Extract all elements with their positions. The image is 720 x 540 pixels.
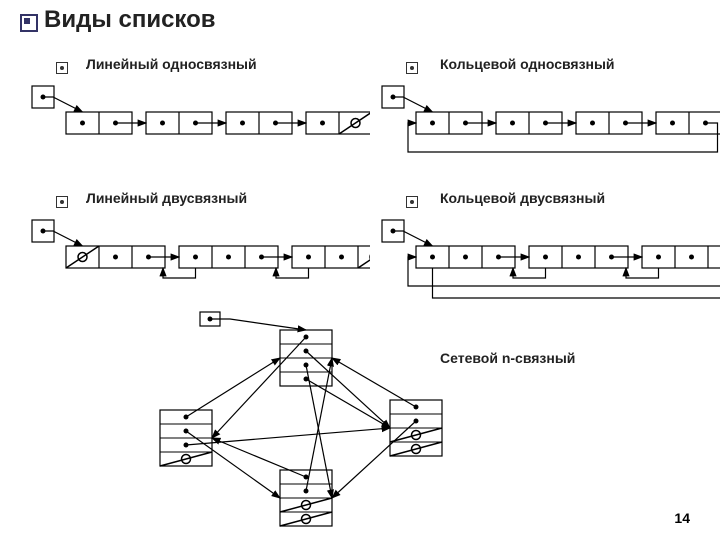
diagram-linear-single <box>30 84 370 169</box>
diagram-linear-double <box>30 218 370 313</box>
label-ring-double: Кольцевой двусвязный <box>440 190 605 206</box>
page-title: Виды списков <box>44 6 216 34</box>
label-bullet <box>406 62 418 74</box>
label-bullet <box>56 196 68 208</box>
diagram-ring-single <box>380 84 720 169</box>
diagram-ring-double <box>380 218 720 313</box>
label-linear-single: Линейный односвязный <box>86 56 257 72</box>
label-bullet <box>406 196 418 208</box>
label-linear-double: Линейный двусвязный <box>86 190 247 206</box>
page-number: 14 <box>674 510 690 526</box>
label-ring-single: Кольцевой односвязный <box>440 56 615 72</box>
title-bullet <box>20 14 38 32</box>
diagram-network <box>80 310 500 535</box>
label-bullet <box>56 62 68 74</box>
